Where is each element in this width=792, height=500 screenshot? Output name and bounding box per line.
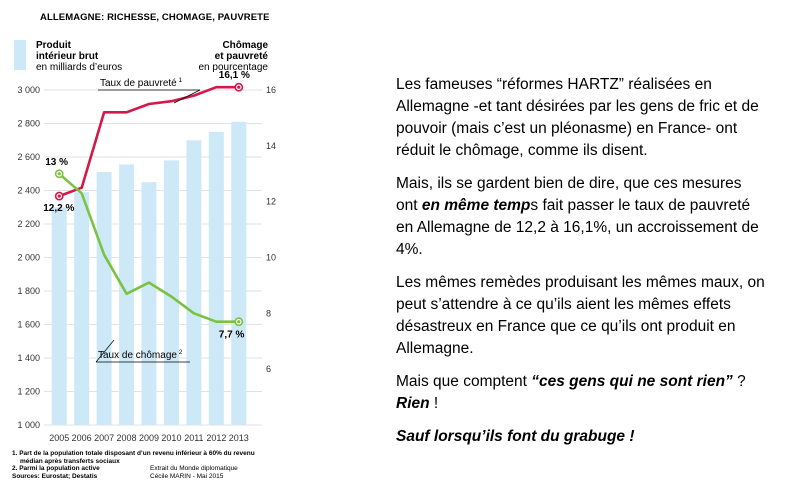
footnote-1-line-1: 1. Part de la population totale disposan…	[12, 450, 255, 457]
paragraph-1: Les fameuses “réformes HARTZ” réalisées …	[396, 76, 759, 159]
unemployment-end-marker-dot	[237, 320, 241, 324]
gdp-legend-line-3: en milliards d’euros	[36, 62, 123, 73]
footnote-1-line-2: médian après transferts sociaux	[20, 457, 120, 465]
emphasis-rien: Rien	[396, 395, 430, 412]
left-axis-tick-label: 2 600	[17, 152, 40, 162]
gdp-bar-2012	[208, 131, 224, 425]
rate-legend: Chômage et pauvreté en pourcentage	[198, 40, 268, 73]
x-axis-tick-label: 2005	[49, 433, 69, 443]
unemployment-start-marker-dot	[57, 172, 61, 176]
paragraph-4-qmark: ?	[732, 373, 746, 390]
paragraph-3: Les mêmes remèdes produisant les mêmes m…	[396, 274, 765, 357]
x-axis-tick-label: 2013	[229, 433, 249, 443]
x-axis-tick-label: 2010	[161, 433, 181, 443]
paragraph-4: Mais que comptent “ces gens qui ne sont …	[396, 371, 766, 415]
credit-line-1: Extrait du Monde diplomatique	[150, 465, 238, 472]
gdp-bar-2009	[141, 182, 157, 425]
x-axis-tick-label: 2008	[117, 433, 137, 443]
credit-line-2: Cécile MARIN - Mai 2015	[150, 472, 224, 480]
gdp-bar-2010	[163, 160, 179, 425]
paragraph-4-excl: !	[429, 395, 439, 412]
poverty-footnote-ref: 1	[177, 77, 183, 84]
gdp-bar-2006	[74, 192, 90, 425]
annotation-unemployment-end: 7,7 %	[219, 330, 245, 341]
left-axis-tick-label: 1 000	[17, 420, 40, 430]
unemployment-label-pointer	[95, 339, 115, 363]
article-text: Les fameuses “réformes HARTZ” réalisées …	[396, 74, 766, 459]
right-axis-tick-label: 10	[266, 253, 276, 263]
chart-credit: Extrait du Monde diplomatique Cécile MAR…	[150, 465, 238, 480]
unemployment-rate-label: Taux de chômage 2	[98, 349, 183, 361]
left-axis-tick-label: 2 800	[17, 119, 40, 129]
gdp-bar-2013	[231, 121, 247, 425]
left-axis-tick-label: 1 400	[17, 353, 40, 363]
x-axis-tick-label: 2007	[94, 433, 114, 443]
rate-legend-line-3: en pourcentage	[198, 62, 268, 73]
paragraph-4-start: Mais que comptent	[396, 373, 532, 390]
left-axis-tick-label: 1 800	[17, 286, 40, 296]
gdp-legend-line-1: Produit	[36, 40, 71, 51]
annotation-poverty-start: 12,2 %	[43, 203, 74, 214]
rate-legend-line-2: et pauvreté	[214, 51, 268, 62]
right-axis-tick-label: 16	[266, 85, 276, 95]
chart-footnotes: 1. Part de la population totale disposan…	[12, 450, 287, 480]
left-axis-tick-label: 1 200	[17, 387, 40, 397]
chart-title: ALLEMAGNE: RICHESSE, CHOMAGE, PAUVRETE	[40, 12, 270, 23]
rate-legend-line-1: Chômage	[222, 40, 268, 51]
gdp-legend-line-2: intérieur brut	[36, 51, 99, 62]
right-axis-tick-label: 6	[266, 364, 271, 374]
right-axis-tick-label: 14	[266, 141, 276, 151]
left-axis-tick-label: 3 000	[17, 85, 40, 95]
chart-svg: 1 000 1 200 1 400 1 600 1 800 2 000 2 200 2 400…	[17, 70, 276, 443]
poverty-label-pointer	[173, 89, 201, 104]
annotation-unemployment-start: 13 %	[45, 157, 68, 168]
poverty-rate-line	[58, 85, 239, 198]
quote-ces-gens: “ces gens qui ne sont rien”	[531, 373, 733, 390]
poverty-end-marker-dot	[237, 85, 241, 89]
x-axis-tick-label: 2012	[206, 433, 226, 443]
left-axis-tick-label: 2 200	[17, 219, 40, 229]
footnote-sources: Sources: Eurostat; Destatis	[12, 472, 98, 480]
left-axis-tick-label: 2 400	[17, 186, 40, 196]
paragraph-2-end: s fait passer le taux de pauvreté en All…	[396, 197, 759, 258]
gdp-bar-2005	[51, 207, 67, 425]
poverty-start-marker-dot	[57, 194, 61, 198]
paragraph-5: Sauf lorsqu’ils font du grabuge !	[396, 428, 635, 445]
right-axis-tick-label: 12	[266, 197, 276, 207]
gdp-bar-2007	[96, 172, 112, 425]
x-axis-tick-label: 2011	[184, 433, 203, 443]
left-axis-tick-label: 1 600	[17, 320, 40, 330]
unemployment-footnote-ref: 2	[177, 349, 183, 356]
x-axis-tick-label: 2006	[72, 433, 92, 443]
annotation-poverty-end: 16,1 %	[219, 70, 250, 81]
unemployment-rate-line	[58, 172, 239, 324]
gdp-bar-2011	[186, 140, 202, 425]
x-axis-tick-label: 2009	[139, 433, 159, 443]
right-axis-tick-label: 8	[266, 308, 271, 318]
paragraph-2-start: Mais, ils se gardent bien de dire, que c…	[396, 175, 742, 214]
chart-panel: 1 000 1 200 1 400 1 600 1 800 2 000 2 200 2 400…	[0, 0, 290, 500]
footnote-2: 2. Parmi la population active	[12, 465, 100, 473]
poverty-rate-label: Taux de pauvreté 1	[100, 77, 183, 89]
emphasis-meme-temps: en même temp	[421, 197, 531, 214]
paragraph-2: Mais, ils se gardent bien de dire, que c…	[396, 173, 766, 261]
gdp-legend-swatch	[14, 40, 26, 70]
left-axis-tick-label: 2 000	[17, 253, 40, 263]
gdp-legend: Produit intérieur brut en milliards d’eu…	[14, 40, 123, 73]
